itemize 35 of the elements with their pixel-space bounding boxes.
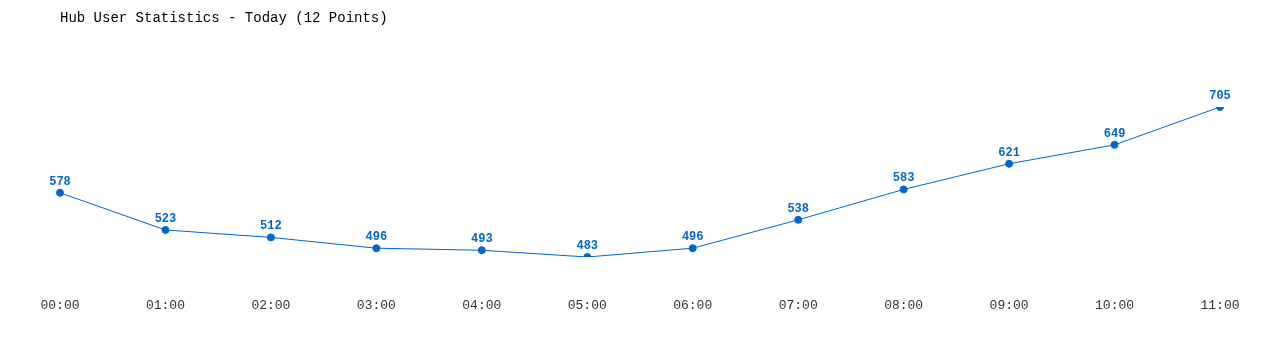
x-tick-label: 07:00 xyxy=(778,298,818,314)
data-label: 538 xyxy=(787,201,809,216)
point xyxy=(372,244,381,253)
point xyxy=(899,185,908,194)
x-tick-label: 01:00 xyxy=(145,298,185,314)
point xyxy=(266,233,275,242)
x-tick-label: 04:00 xyxy=(462,298,502,314)
x-tick-label: 00:00 xyxy=(40,298,80,314)
x-tick-label: 11:00 xyxy=(1200,298,1240,314)
data-label: 649 xyxy=(1103,126,1126,141)
point xyxy=(477,246,486,255)
data-label: 496 xyxy=(365,230,388,245)
point xyxy=(1005,159,1014,168)
point xyxy=(688,244,697,253)
point xyxy=(1110,140,1119,149)
point xyxy=(56,188,64,197)
x-tick-label: 09:00 xyxy=(989,298,1029,314)
point xyxy=(794,215,803,224)
data-label: 705 xyxy=(1209,89,1231,103)
data-label: 523 xyxy=(154,211,177,226)
x-tick-label: 06:00 xyxy=(673,298,713,314)
x-tick-label: 08:00 xyxy=(884,298,924,314)
point xyxy=(161,225,170,234)
x-tick-label: 10:00 xyxy=(1095,298,1135,314)
x-tick-label: 05:00 xyxy=(567,298,607,314)
x-tick-label: 02:00 xyxy=(251,298,291,314)
data-label: 483 xyxy=(576,239,599,253)
chart-title: Hub User Statistics - Today (12 Points) xyxy=(59,9,389,28)
data-label: 578 xyxy=(49,174,71,189)
data-label: 583 xyxy=(892,171,915,186)
x-tick-label: 03:00 xyxy=(356,298,396,314)
data-label: 512 xyxy=(260,219,282,234)
data-label: 621 xyxy=(998,145,1020,160)
data-label: 496 xyxy=(681,230,704,245)
data-label: 493 xyxy=(471,232,493,247)
